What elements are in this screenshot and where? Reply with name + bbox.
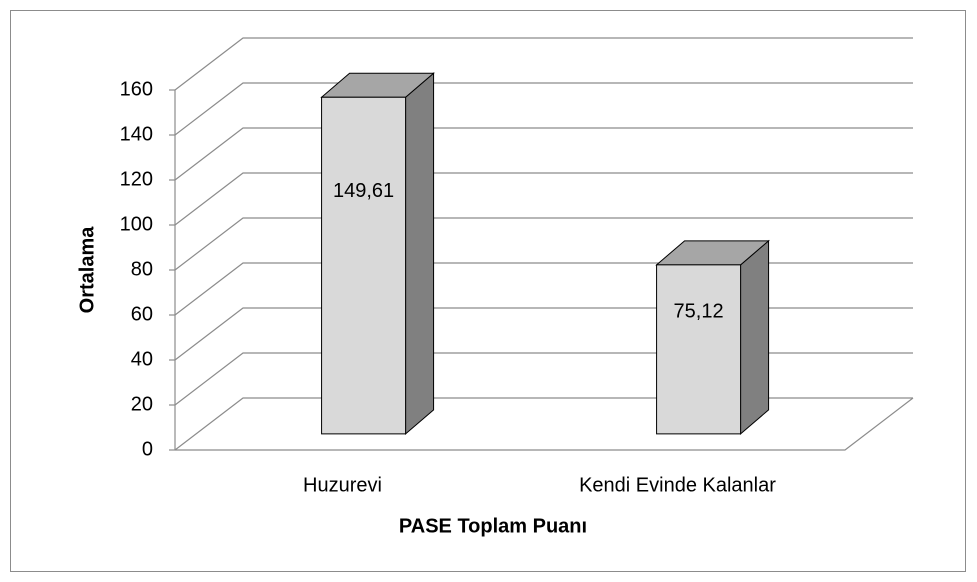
data-label: 149,61 [333,180,394,202]
data-label: 75,12 [674,300,724,322]
x-tick-label: Huzurevi [303,474,382,496]
y-tick-label: 20 [131,393,153,415]
y-tick-label: 160 [120,78,153,100]
bar [321,96,407,435]
chart-border [10,10,966,572]
floor [175,397,914,451]
grid-line [174,82,913,136]
y-tick-label: 80 [131,258,153,280]
bar [656,264,742,435]
x-axis-title: PASE Toplam Puanı [399,515,587,537]
x-tick-label: Kendi Evinde Kalanlar [579,474,776,496]
y-tick-label: 60 [131,303,153,325]
bar-side [405,72,435,435]
y-tick-label: 140 [120,123,153,145]
y-tick-label: 40 [131,348,153,370]
grid-line [174,172,913,226]
y-tick-label: 100 [120,213,153,235]
grid-line [174,217,913,271]
y-axis-title: Ortalama [76,226,98,314]
bar-side [740,239,770,435]
grid-line [174,127,913,181]
grid-line [174,37,913,91]
y-tick-label: 120 [120,168,153,190]
y-tick-label: 0 [142,438,153,460]
